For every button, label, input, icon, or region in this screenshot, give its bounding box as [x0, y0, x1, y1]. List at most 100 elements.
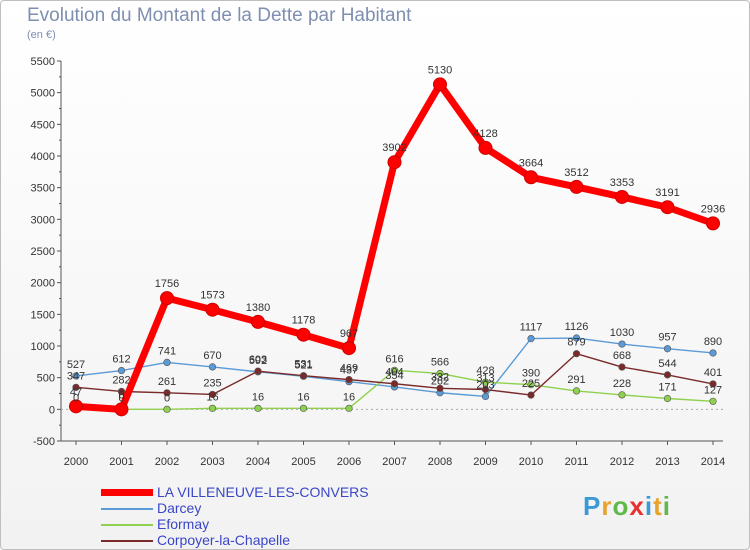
data-point [618, 340, 626, 348]
y-tick-label: 5500 [31, 56, 55, 68]
data-label: 428 [476, 365, 494, 377]
y-tick-label: 0 [49, 404, 55, 416]
data-label: 668 [613, 350, 631, 362]
data-point [69, 399, 83, 414]
data-point [251, 314, 265, 329]
data-point [663, 394, 672, 403]
data-point [296, 327, 311, 342]
data-point [208, 363, 217, 371]
x-tick-label: 2000 [64, 456, 88, 468]
data-point [709, 380, 717, 388]
data-label: 521 [294, 359, 312, 371]
data-label: 3512 [564, 167, 588, 179]
data-label: 0 [118, 392, 124, 404]
data-point [254, 367, 262, 375]
data-label: 3664 [519, 157, 543, 169]
data-label: 566 [431, 356, 449, 368]
chart-subtitle: (en €) [27, 29, 56, 41]
data-point [163, 405, 171, 413]
data-label: 16 [252, 391, 264, 403]
data-label: 291 [567, 374, 585, 386]
data-point [709, 397, 717, 405]
data-point [299, 372, 308, 380]
data-label: 203 [476, 379, 494, 391]
data-point [345, 404, 353, 412]
data-point [572, 387, 581, 395]
data-point [618, 391, 626, 399]
data-label: 957 [658, 332, 676, 344]
data-point [299, 404, 308, 412]
data-point [208, 390, 217, 399]
data-point [345, 376, 353, 384]
y-tick-label: 2000 [31, 278, 55, 290]
legend-label: Corpoyer-la-Chapelle [157, 532, 291, 548]
legend-swatch [101, 540, 153, 542]
data-label: 262 [431, 376, 449, 388]
data-point [114, 402, 129, 417]
data-label: 4128 [473, 128, 497, 140]
data-point [160, 291, 174, 306]
data-label: 3902 [382, 142, 406, 154]
data-point [572, 334, 581, 342]
data-label: 670 [203, 350, 221, 362]
data-point [163, 358, 171, 367]
data-point [618, 363, 626, 371]
data-point [706, 216, 720, 231]
x-tick-label: 2001 [109, 456, 133, 468]
data-label: 390 [522, 368, 540, 380]
data-point [481, 385, 490, 394]
legend-swatch [101, 489, 153, 496]
data-label: 1573 [200, 290, 224, 302]
data-label: 2936 [701, 203, 725, 215]
data-label: 592 [249, 355, 267, 367]
data-point [342, 341, 356, 356]
x-tick-label: 2007 [382, 456, 406, 468]
x-tick-label: 2014 [701, 456, 725, 468]
data-label: 171 [658, 382, 676, 394]
data-point [390, 380, 399, 388]
data-point [390, 366, 399, 374]
data-point [527, 334, 535, 343]
data-label: 313 [476, 373, 494, 385]
data-label: 967 [340, 328, 358, 340]
legend-label: Darcey [157, 500, 202, 516]
data-label: 332 [431, 371, 449, 383]
data-label: 16 [206, 391, 218, 403]
data-label: 879 [567, 337, 585, 349]
y-tick-label: 3500 [31, 183, 55, 195]
data-label: 1126 [565, 321, 589, 333]
data-label: 1178 [292, 315, 316, 327]
y-tick-label: 2500 [31, 246, 55, 258]
y-tick-label: 5000 [31, 88, 55, 100]
data-point [254, 404, 262, 412]
data-point [663, 345, 672, 353]
y-tick-label: -500 [33, 436, 55, 448]
data-point [163, 389, 171, 397]
x-tick-label: 2002 [155, 456, 179, 468]
legend-label: Eformay [157, 516, 210, 532]
y-tick-label: 1500 [31, 309, 55, 321]
data-point [709, 349, 717, 357]
x-tick-label: 2013 [655, 456, 679, 468]
legend-label: LA VILLENEUVE-LES-CONVERS [157, 484, 369, 500]
data-point [72, 383, 80, 391]
data-point [478, 140, 493, 155]
data-label: 1030 [610, 327, 634, 339]
x-tick-label: 2011 [565, 456, 589, 468]
data-label: 1380 [246, 302, 270, 314]
x-tick-label: 2005 [291, 456, 315, 468]
data-point [117, 387, 126, 396]
data-label: 469 [340, 363, 358, 375]
data-label: 16 [297, 391, 309, 403]
data-label: 1117 [520, 322, 543, 334]
x-tick-label: 2012 [610, 456, 634, 468]
x-tick-label: 2004 [246, 456, 270, 468]
x-tick-label: 2003 [200, 456, 224, 468]
data-label: 47 [70, 386, 82, 398]
data-label: 404 [385, 367, 403, 379]
x-tick-label: 2009 [473, 456, 497, 468]
x-tick-label: 2006 [337, 456, 361, 468]
data-label: 890 [704, 336, 722, 348]
data-point [436, 369, 444, 378]
legend-swatch [101, 508, 153, 510]
